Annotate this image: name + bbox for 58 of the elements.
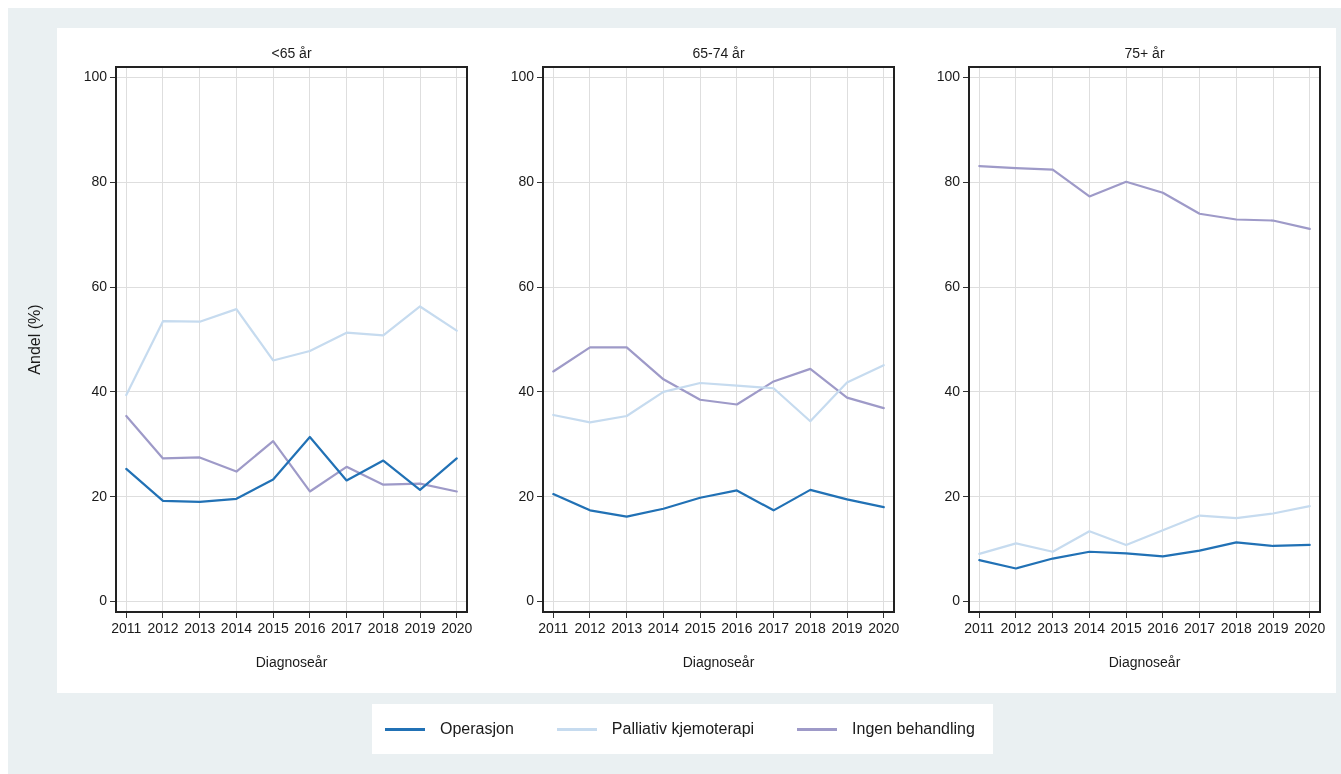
y-axis-title: Andel (%) [26, 304, 44, 375]
y-tick-label: 80 [944, 173, 961, 190]
y-tick-label: 40 [517, 382, 534, 399]
y-tick-label: 80 [91, 173, 108, 190]
y-tick-label: 0 [99, 592, 108, 609]
y-tick-label: 100 [936, 68, 961, 85]
x-tick-label: 2016 [720, 620, 753, 637]
y-tick-label: 100 [83, 68, 108, 85]
x-tick-label: 2011 [964, 620, 995, 637]
y-tick-label: 40 [944, 382, 961, 399]
legend-label: Operasjon [440, 720, 514, 738]
y-tick-label: 0 [952, 592, 961, 609]
x-tick-label: 2020 [441, 620, 473, 637]
x-tick-label: 2017 [331, 620, 363, 637]
y-tick-label: 60 [944, 277, 961, 294]
x-axis-title: Diagnoseår [682, 654, 755, 671]
x-tick-label: 2012 [573, 620, 606, 637]
x-tick-label: 2016 [294, 620, 326, 637]
y-tick-label: 40 [91, 382, 108, 399]
x-tick-label: 2014 [647, 620, 679, 637]
x-tick-label: 2015 [684, 620, 716, 637]
y-tick-label: 0 [525, 592, 534, 609]
x-tick-label: 2012 [1000, 620, 1032, 637]
x-tick-label: 2014 [1073, 620, 1106, 637]
x-tick-label: 2014 [220, 620, 253, 637]
x-tick-label: 2019 [1257, 620, 1289, 637]
x-tick-label: 2020 [867, 620, 899, 637]
chart-title: 65-74 år [691, 44, 745, 61]
y-tick-label: 100 [510, 68, 534, 85]
y-tick-label: 80 [517, 173, 534, 190]
x-tick-label: 2017 [1184, 620, 1216, 637]
x-tick-label: 2020 [1294, 620, 1326, 637]
x-tick-label: 2012 [147, 620, 179, 637]
x-tick-label: 2019 [404, 620, 436, 637]
x-axis-title: Diagnoseår [255, 654, 328, 671]
x-tick-label: 2016 [1147, 620, 1179, 637]
chart-title: 75+ år [1124, 44, 1165, 61]
x-tick-label: 2018 [367, 620, 400, 637]
x-tick-label: 2015 [257, 620, 289, 637]
chart-title: <65 år [271, 44, 312, 61]
y-tick-label: 60 [91, 277, 108, 294]
legend-label: Ingen behandling [852, 720, 975, 738]
y-tick-label: 20 [91, 487, 108, 504]
x-tick-label: 2015 [1110, 620, 1142, 637]
x-tick-label: 2017 [757, 620, 789, 637]
x-axis-title: Diagnoseår [1108, 654, 1181, 671]
x-tick-label: 2013 [610, 620, 642, 637]
y-tick-label: 60 [517, 277, 534, 294]
x-tick-label: 2011 [537, 620, 569, 637]
x-tick-label: 2018 [1220, 620, 1253, 637]
x-tick-label: 2011 [111, 620, 142, 637]
y-tick-label: 20 [944, 487, 961, 504]
x-tick-label: 2013 [1037, 620, 1069, 637]
legend-label: Palliativ kjemoterapi [611, 720, 755, 738]
x-tick-label: 2018 [794, 620, 826, 637]
x-tick-label: 2019 [830, 620, 863, 637]
y-tick-label: 20 [517, 487, 534, 504]
x-tick-label: 2013 [184, 620, 216, 637]
